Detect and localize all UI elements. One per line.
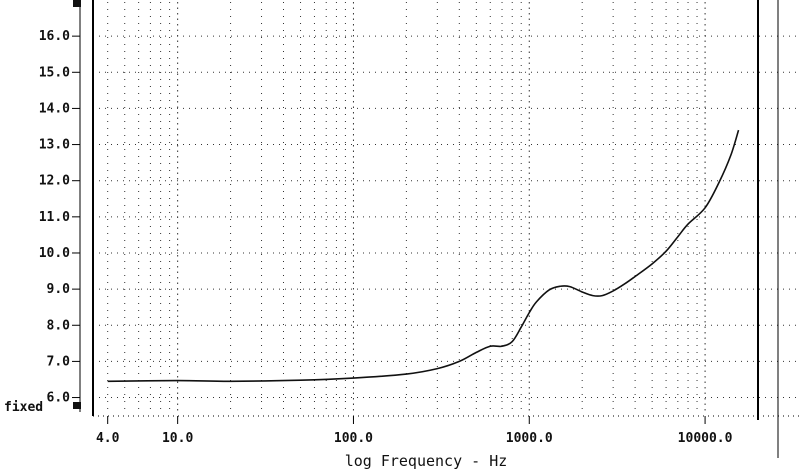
- y-tick-label: 14.0: [39, 101, 70, 116]
- x-tick-label: 4.0: [96, 431, 120, 446]
- x-tick-label: 100.0: [334, 431, 373, 446]
- y-tick-label: 10.0: [39, 246, 70, 261]
- y-tick-label: 12.0: [39, 174, 70, 189]
- y-tick-label: 6.0: [47, 391, 71, 406]
- series-line: [107, 129, 740, 383]
- y-tick-label: 13.0: [39, 138, 70, 153]
- y-tick-label: 11.0: [39, 210, 70, 225]
- x-tick-label: 10.0: [162, 431, 193, 446]
- y-tick-labels: 6.0 7.0 8.0 9.0 10.0 11.0 12.0 13.0 14.0 15.0 16.0: [39, 29, 80, 406]
- scale-bottom-marker: [73, 402, 81, 409]
- y-tick-label: 15.0: [39, 65, 70, 80]
- x-tick-label: 1000.0: [506, 431, 553, 446]
- plot-frame: [73, 0, 800, 458]
- y-tick-label: 16.0: [39, 29, 70, 44]
- y-tick-label: 9.0: [47, 282, 71, 297]
- x-tick-labels: 4.0 10.0 100.0 1000.0 10000.0: [96, 416, 733, 446]
- scale-top-marker: [73, 0, 81, 7]
- x-tick-label: 10000.0: [678, 431, 733, 446]
- y-tick-label: 7.0: [47, 354, 71, 369]
- y-tick-label: 8.0: [47, 318, 71, 333]
- x-axis-title: log Frequency - Hz: [345, 452, 508, 470]
- grid: [93, 2, 800, 412]
- y-bottom-label: fixed: [4, 400, 43, 415]
- series-layer: [107, 129, 740, 383]
